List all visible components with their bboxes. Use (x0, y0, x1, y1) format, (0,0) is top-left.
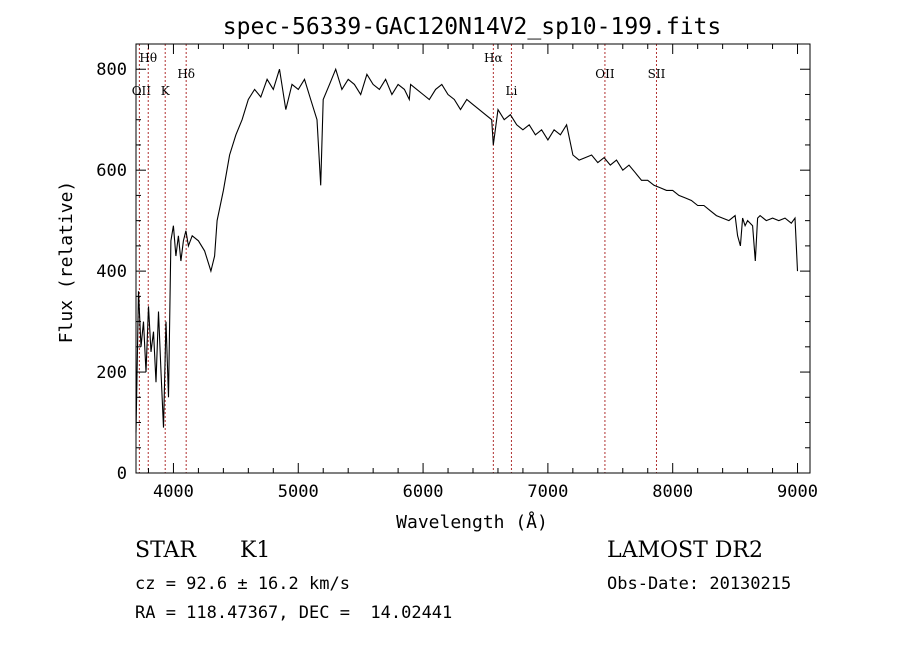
spectral-line-label: Hα (484, 51, 503, 65)
y-tick-label: 600 (96, 161, 127, 181)
spectral-line-label: SII (648, 67, 666, 81)
spectral-line-label: Li (506, 84, 518, 98)
plot-frame (135, 43, 811, 474)
y-tick-label: 400 (96, 262, 127, 282)
x-tick-label: 5000 (278, 482, 319, 502)
x-tick-label: 6000 (403, 482, 444, 502)
y-tick-label: 0 (117, 464, 127, 484)
chart-title: spec-56339-GAC120N14V2_sp10-199.fits (223, 14, 722, 40)
axis-ticks: 4000 5000 6000 7000 8000 9000 0 200 400 600 800 (96, 43, 818, 502)
spectral-line-label: K (161, 84, 171, 98)
x-tick-label: 8000 (652, 482, 693, 502)
x-tick-label: 4000 (153, 482, 194, 502)
spectrum-line (135, 67, 799, 433)
spectral-line-label: OII (595, 67, 615, 81)
y-axis-label: Flux (relative) (56, 181, 77, 344)
object-class: STAR (135, 538, 196, 563)
survey-name: LAMOST DR2 (607, 538, 763, 563)
observation-date: Obs-Date: 20130215 (607, 574, 792, 594)
object-subclass: K1 (240, 538, 271, 563)
x-axis-label: Wavelength (Å) (396, 511, 548, 533)
redshift-cz: cz = 92.6 ± 16.2 km/s (135, 574, 350, 594)
spectral-line-label: Hθ (139, 51, 157, 65)
y-tick-label: 200 (96, 363, 127, 383)
y-tick-label: 800 (96, 60, 127, 80)
ra-dec-coordinates: RA = 118.47367, DEC = 14.02441 (135, 603, 453, 623)
spectral-line-label: OII (132, 84, 152, 98)
spectral-line-label: Hδ (177, 67, 195, 81)
x-tick-label: 9000 (777, 482, 818, 502)
x-tick-label: 7000 (527, 482, 568, 502)
emission-line-markers: OII Hθ K Hδ Hα Li OII SII (132, 44, 666, 473)
